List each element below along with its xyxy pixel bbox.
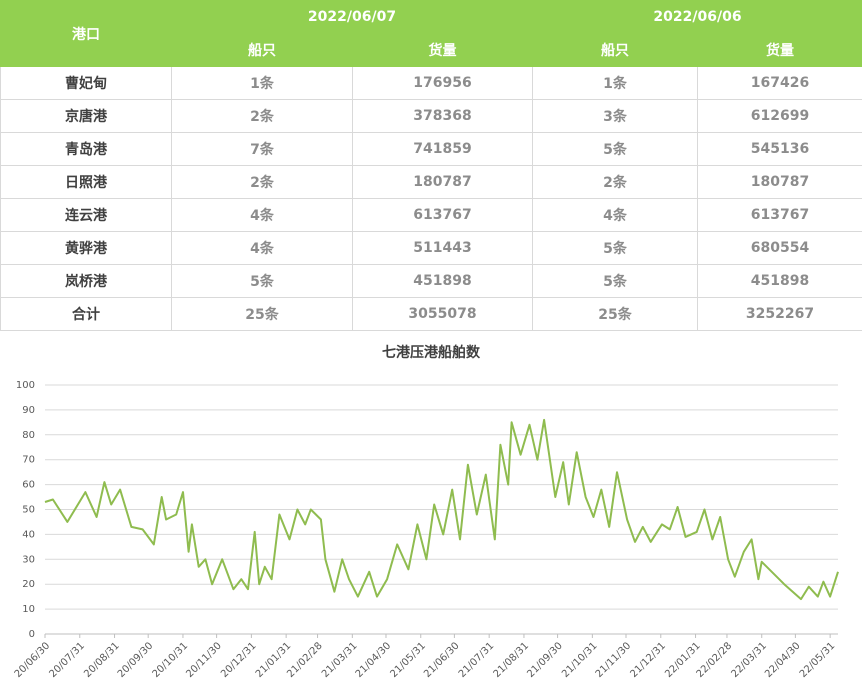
y-tick-label: 0	[29, 629, 35, 640]
table-cell: 180787	[352, 165, 533, 199]
x-tick-label: 20/07/31	[47, 640, 87, 680]
x-tick-label: 20/10/31	[151, 640, 191, 680]
table-row: 黄骅港 4条 511443 5条 680554	[0, 231, 862, 265]
x-tick-label: 21/11/30	[594, 640, 634, 680]
x-tick-label: 20/09/30	[116, 640, 156, 680]
x-tick-label: 21/07/31	[457, 640, 497, 680]
table-cell: 2条	[171, 99, 353, 133]
chart: 七港压港船舶数 010203040506070809010020/06/3020…	[13, 344, 839, 680]
table-cell: 378368	[352, 99, 533, 133]
table-cell: 176956	[352, 66, 533, 100]
table-cell: 612699	[697, 99, 862, 133]
table-cell: 曹妃甸	[0, 66, 172, 100]
y-tick-label: 80	[22, 430, 35, 441]
table-cell: 4条	[532, 198, 698, 232]
header-cell: 2022/06/06	[532, 0, 862, 34]
x-tick-label: 22/03/31	[729, 640, 769, 680]
x-tick-label: 21/08/31	[492, 640, 532, 680]
table-cell: 青岛港	[0, 132, 172, 166]
x-tick-label: 21/09/30	[525, 640, 565, 680]
table-cell: 京唐港	[0, 99, 172, 133]
table-cell: 4条	[171, 198, 353, 232]
x-tick-label: 20/11/30	[184, 640, 224, 680]
table-cell: 1条	[532, 66, 698, 100]
y-tick-label: 70	[22, 455, 35, 466]
table-row: 青岛港 7条 741859 5条 545136	[0, 132, 862, 166]
x-tick-label: 20/08/31	[82, 640, 122, 680]
x-tick-label: 21/03/31	[320, 640, 360, 680]
header-cell: 2022/06/07	[171, 0, 533, 34]
table-cell: 3252267	[697, 297, 862, 331]
table-row: 曹妃甸 1条 176956 1条 167426	[0, 66, 862, 100]
table-cell: 511443	[352, 231, 533, 265]
table-row: 日照港 2条 180787 2条 180787	[0, 165, 862, 199]
table-cell: 25条	[171, 297, 353, 331]
table-cell: 5条	[532, 264, 698, 298]
table-cell: 451898	[352, 264, 533, 298]
table-cell: 451898	[697, 264, 862, 298]
table-cell: 3055078	[352, 297, 533, 331]
table-cell: 日照港	[0, 165, 172, 199]
table-cell: 7条	[171, 132, 353, 166]
y-tick-label: 20	[22, 579, 35, 590]
y-tick-label: 90	[22, 405, 35, 416]
header-cell: 港口	[0, 0, 172, 67]
x-tick-label: 21/06/30	[422, 640, 462, 680]
x-tick-label: 21/10/31	[560, 640, 600, 680]
table-cell: 613767	[352, 198, 533, 232]
table-row: 连云港 4条 613767 4条 613767	[0, 198, 862, 232]
table-row: 岚桥港 5条 451898 5条 451898	[0, 264, 862, 298]
header-cell: 货量	[697, 33, 862, 67]
data-line	[44, 418, 839, 601]
port-table: 港口 2022/06/07 2022/06/06 船只 货量 船只 货量 曹妃甸 1条 17695…	[0, 0, 862, 331]
x-tick-label: 20/06/30	[13, 640, 53, 680]
table-cell: 680554	[697, 231, 862, 265]
header-cell: 货量	[352, 33, 533, 67]
x-tick-label: 22/04/30	[763, 640, 803, 680]
x-tick-label: 20/12/31	[219, 640, 259, 680]
table-cell: 黄骅港	[0, 231, 172, 265]
table-cell: 合计	[0, 297, 172, 331]
table-row: 船只 货量 船只 货量	[1, 33, 862, 67]
y-tick-label: 40	[22, 529, 35, 540]
table-cell: 2条	[171, 165, 353, 199]
header-cell: 船只	[532, 33, 698, 67]
table-cell: 4条	[171, 231, 353, 265]
y-tick-label: 60	[22, 480, 35, 491]
table-cell: 2条	[532, 165, 698, 199]
table-cell: 岚桥港	[0, 264, 172, 298]
table-cell: 180787	[697, 165, 862, 199]
y-tick-label: 10	[22, 604, 35, 615]
table-cell: 167426	[697, 66, 862, 100]
table-row: 合计 25条 3055078 25条 3252267	[0, 297, 862, 331]
x-tick-label: 21/04/30	[354, 640, 394, 680]
table-cell: 5条	[532, 231, 698, 265]
x-tick-label: 22/05/31	[798, 640, 838, 680]
table-cell: 5条	[171, 264, 353, 298]
table-cell: 545136	[697, 132, 862, 166]
table-row: 京唐港 2条 378368 3条 612699	[0, 99, 862, 133]
chart-title: 七港压港船舶数	[382, 344, 481, 361]
table-cell: 25条	[532, 297, 698, 331]
y-tick-label: 100	[16, 380, 35, 391]
table-cell: 741859	[352, 132, 533, 166]
table-row: 港口 2022/06/07 2022/06/06	[0, 0, 862, 67]
y-tick-label: 30	[22, 554, 35, 565]
header-cell: 船只	[171, 33, 353, 67]
table-cell: 连云港	[0, 198, 172, 232]
table-cell: 5条	[532, 132, 698, 166]
table-cell: 613767	[697, 198, 862, 232]
table-cell: 3条	[532, 99, 698, 133]
table-cell: 1条	[171, 66, 353, 100]
x-tick-label: 21/05/31	[388, 640, 428, 680]
x-tick-label: 21/12/31	[628, 640, 668, 680]
y-tick-label: 50	[22, 505, 35, 516]
